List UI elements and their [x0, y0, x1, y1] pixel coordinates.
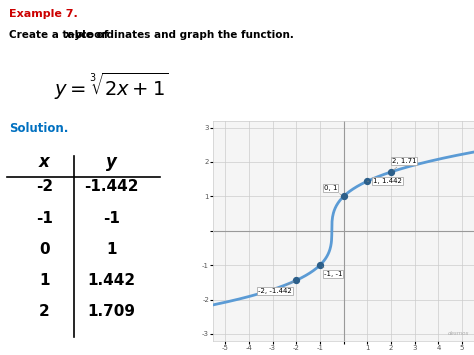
Text: Create a table of: Create a table of — [9, 30, 112, 40]
Text: 1.709: 1.709 — [87, 304, 136, 319]
Text: 1, 1.442: 1, 1.442 — [367, 178, 402, 184]
Text: -1, -1: -1, -1 — [322, 267, 342, 277]
Text: 1: 1 — [39, 273, 50, 288]
Point — [316, 262, 324, 268]
Text: Solution.: Solution. — [9, 122, 68, 136]
Text: -2, -1.442: -2, -1.442 — [258, 282, 294, 294]
Text: desmos: desmos — [447, 332, 469, 337]
Point — [292, 278, 300, 283]
Point — [387, 169, 395, 175]
Text: $y = \sqrt[3]{2x+1}$: $y = \sqrt[3]{2x+1}$ — [54, 71, 169, 102]
Text: 1.442: 1.442 — [87, 273, 136, 288]
Point — [364, 178, 371, 184]
Text: 2: 2 — [39, 304, 50, 319]
Text: -1: -1 — [36, 211, 53, 225]
Text: Example 7.: Example 7. — [9, 9, 78, 19]
Text: x: x — [39, 153, 50, 171]
Text: coordinates and graph the function.: coordinates and graph the function. — [77, 30, 294, 40]
Text: -2: -2 — [36, 179, 53, 194]
Text: x-y: x-y — [64, 30, 82, 40]
Text: -1.442: -1.442 — [84, 179, 138, 194]
Text: y: y — [106, 153, 117, 171]
Text: -1: -1 — [103, 211, 120, 225]
Text: 0, 1: 0, 1 — [324, 185, 341, 195]
Point — [340, 193, 347, 199]
Text: 1: 1 — [106, 242, 117, 257]
Text: 2, 1.71: 2, 1.71 — [392, 158, 416, 170]
Text: 0: 0 — [39, 242, 50, 257]
